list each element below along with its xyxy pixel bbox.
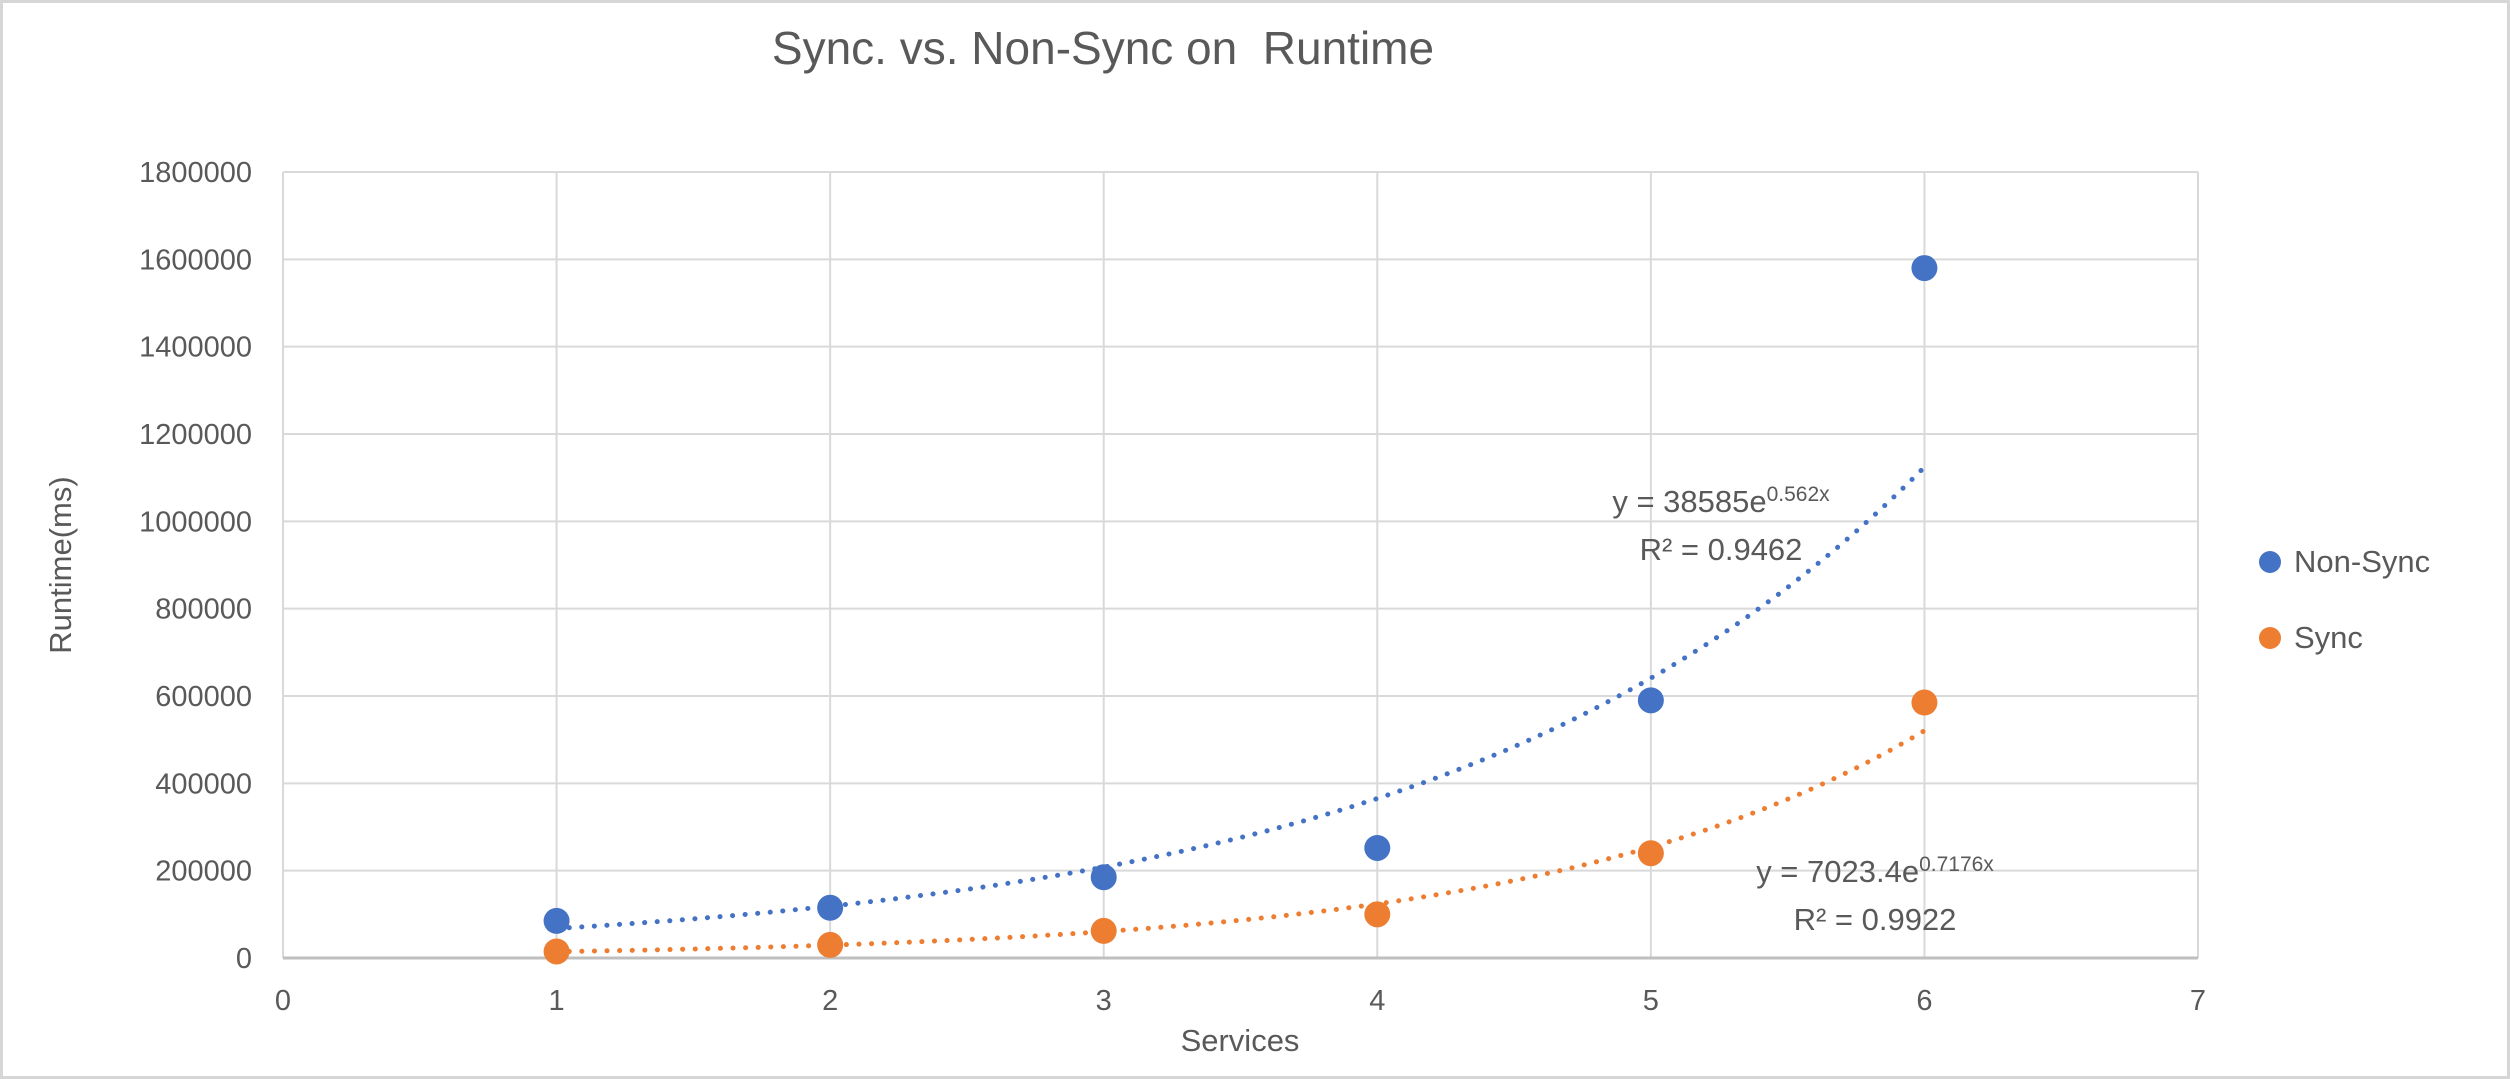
marker-non-sync — [1911, 255, 1938, 282]
y-tick-label: 1200000 — [139, 419, 252, 451]
trendline-non-sync — [554, 464, 1927, 931]
x-tick-label: 7 — [2190, 985, 2206, 1017]
marker-non-sync — [543, 907, 570, 934]
legend-label-sync: Sync — [2294, 620, 2363, 655]
y-tick-label: 200000 — [155, 856, 252, 888]
x-tick-label: 1 — [549, 985, 565, 1017]
marker-sync — [1364, 901, 1391, 928]
plot-area: 0 1 2 3 4 5 6 7 0 200000 400000 600000 800000 1000000… — [139, 157, 2206, 1017]
y-axis-title: Runtime(ms) — [43, 476, 78, 654]
trendline-equation-nonsync-formula: y = 38585e0.562x — [1486, 471, 1956, 526]
y-tick-label: 600000 — [155, 681, 252, 713]
trendline-equation-sync-formula: y = 7023.4e0.7176x — [1640, 841, 2110, 896]
chart-title: Sync. vs. Non-Sync on Runtime — [771, 22, 1435, 74]
x-axis-title: Services — [1180, 1023, 1300, 1058]
y-tick-label: 400000 — [155, 768, 252, 800]
trendline-equation-sync: y = 7023.4e0.7176x R² = 0.9922 — [1640, 841, 2110, 944]
marker-non-sync — [817, 894, 844, 921]
x-tick-label: 6 — [1916, 985, 1932, 1017]
legend-item-nonsync: Non-Sync — [2259, 544, 2430, 580]
y-tick-label: 800000 — [155, 594, 252, 626]
marker-sync — [1090, 917, 1117, 944]
marker-sync — [1911, 689, 1938, 716]
legend-marker-nonsync-icon — [2259, 551, 2281, 573]
marker-sync — [1637, 840, 1664, 867]
y-tick-label: 0 — [236, 943, 252, 975]
equation-exponent: 0.562x — [1766, 483, 1830, 506]
marker-non-sync — [1090, 864, 1117, 891]
y-tick-label: 1800000 — [139, 157, 252, 189]
x-tick-label: 2 — [822, 985, 838, 1017]
marker-non-sync — [1364, 834, 1391, 861]
x-tick-label: 0 — [275, 985, 291, 1017]
trendline-equation-nonsync: y = 38585e0.562x R² = 0.9462 — [1486, 471, 1956, 574]
x-tick-label: 5 — [1643, 985, 1659, 1017]
y-tick-label: 1000000 — [139, 506, 252, 538]
trendline-sync — [554, 728, 1927, 955]
x-tick-label: 4 — [1369, 985, 1385, 1017]
legend-item-sync: Sync — [2259, 620, 2430, 656]
equation-exponent: 0.7176x — [1919, 853, 1994, 876]
equation-base: y = 7023.4e — [1756, 854, 1920, 889]
legend-marker-sync-icon — [2259, 627, 2281, 649]
trendline-r2-nonsync: R² = 0.9462 — [1639, 532, 1803, 567]
x-tick-label: 3 — [1096, 985, 1112, 1017]
marker-sync — [817, 931, 844, 958]
y-tick-label: 1400000 — [139, 332, 252, 364]
equation-base: y = 38585e — [1612, 484, 1767, 519]
trendline-r2-sync: R² = 0.9922 — [1793, 902, 1957, 937]
legend-label-nonsync: Non-Sync — [2294, 544, 2431, 579]
marker-non-sync — [1637, 687, 1664, 714]
y-tick-label: 1600000 — [139, 244, 252, 276]
legend: Non-Sync Sync — [2259, 544, 2430, 656]
marker-sync — [543, 938, 570, 965]
